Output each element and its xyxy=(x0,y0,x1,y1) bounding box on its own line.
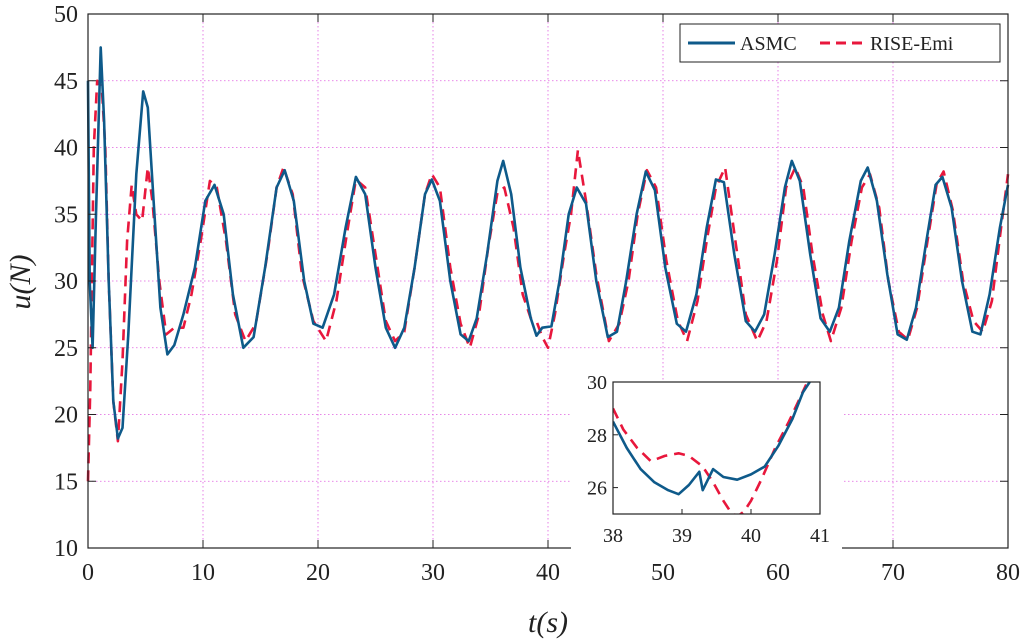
x-tick-label: 10 xyxy=(191,560,215,586)
y-tick-label: 40 xyxy=(54,136,78,162)
y-tick-labels: 10 15 20 25 30 35 40 45 50 xyxy=(54,2,78,562)
x-tick-label: 80 xyxy=(996,560,1020,586)
grid-lines xyxy=(87,13,1009,549)
inset-x-tick-label: 41 xyxy=(810,525,830,547)
x-tick-label: 0 xyxy=(82,560,94,586)
inset-axis-ticks xyxy=(612,381,821,514)
inset-x-tick-label: 40 xyxy=(741,525,761,547)
y-tick-label: 30 xyxy=(54,269,78,295)
inset-frame xyxy=(612,381,821,515)
inset-y-tick-label: 26 xyxy=(587,478,607,500)
inset-zoom-plot: 38 39 40 41 26 28 30 xyxy=(571,372,842,550)
x-tick-label: 20 xyxy=(306,560,330,586)
series-line-asmc xyxy=(86,46,1010,440)
y-tick-label: 35 xyxy=(54,202,78,228)
axis-ticks xyxy=(87,13,1009,549)
y-tick-label: 10 xyxy=(54,536,78,562)
inset-y-tick-label: 30 xyxy=(587,372,607,394)
y-axis-label: u(N) xyxy=(4,255,37,310)
y-tick-label: 15 xyxy=(54,469,78,495)
inset-y-tick-labels: 26 28 30 xyxy=(587,372,607,500)
x-tick-label: 50 xyxy=(651,560,675,586)
x-tick-label: 40 xyxy=(536,560,560,586)
x-tick-label: 60 xyxy=(766,560,790,586)
inset-series-line-asmc xyxy=(613,382,811,496)
inset-series-lines xyxy=(613,382,811,514)
x-tick-label: 30 xyxy=(421,560,445,586)
inset-series-line-rise-emi xyxy=(613,384,808,514)
inset-x-tick-labels: 38 39 40 41 xyxy=(603,525,830,547)
legend: ASMC RISE-Emi xyxy=(679,23,1001,63)
y-tick-label: 25 xyxy=(54,336,78,362)
inset-y-tick-label: 28 xyxy=(587,425,607,447)
inset-x-tick-label: 38 xyxy=(603,525,623,547)
legend-label-rise-emi: RISE-Emi xyxy=(870,33,954,55)
y-tick-label: 45 xyxy=(54,69,78,95)
x-tick-label: 70 xyxy=(881,560,905,586)
inset-x-tick-label: 39 xyxy=(672,525,692,547)
series-line-rise-emi xyxy=(86,79,1010,482)
x-tick-labels: 0 10 20 30 40 50 60 70 80 xyxy=(82,560,1020,586)
x-axis-label: t(s) xyxy=(528,606,568,639)
series-lines xyxy=(86,46,1010,482)
y-tick-label: 50 xyxy=(54,2,78,28)
legend-label-asmc: ASMC xyxy=(740,33,797,55)
y-tick-label: 20 xyxy=(54,403,78,429)
